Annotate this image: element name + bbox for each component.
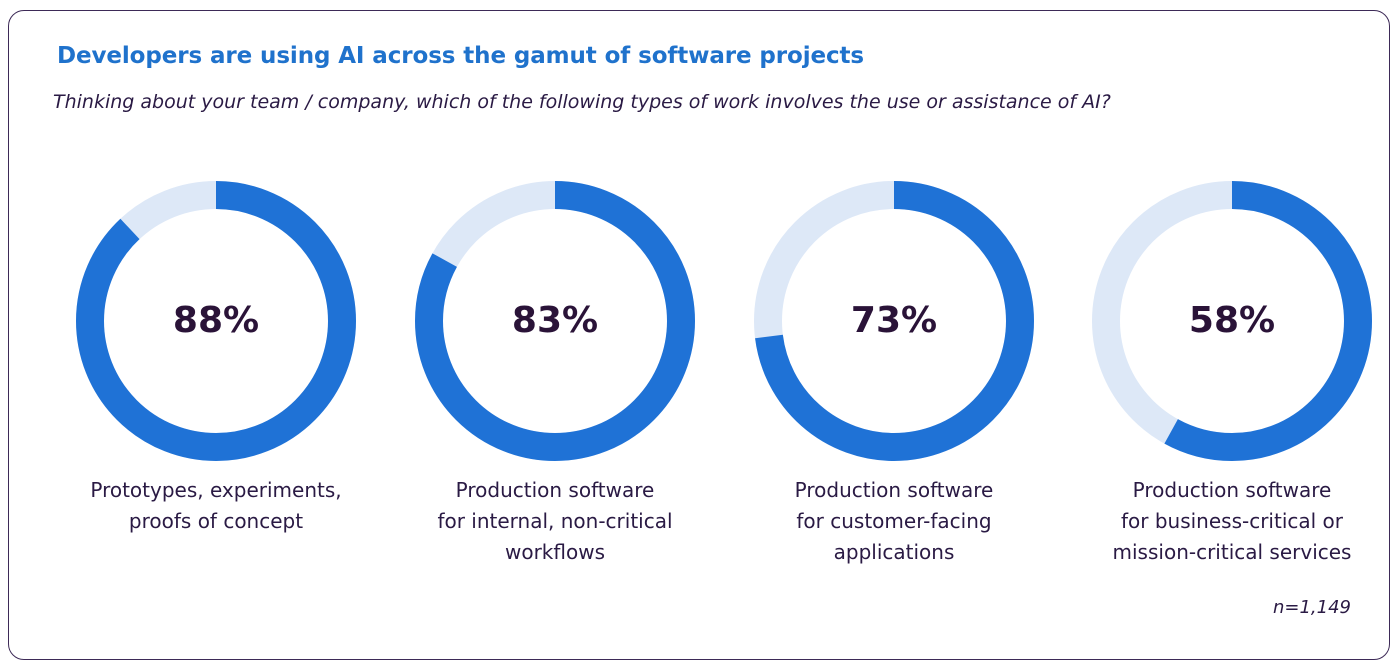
category-label-line: for business-critical or [1120,509,1344,533]
donut-category-label-3: Production software for customer-facing … [734,475,1054,568]
donut-svg-4 [1092,181,1372,461]
donut-chart-1: 88% [66,171,366,471]
donut-chart-4: 58% [1082,171,1382,471]
donut-category-label-2: Production software for internal, non-cr… [395,475,715,568]
category-label-line: workflows [504,540,605,564]
category-label-line: Production software [455,478,655,502]
category-label-line: for internal, non-critical [437,509,673,533]
chart-title: Developers are using AI across the gamut… [57,43,865,69]
donut-svg-3 [754,181,1034,461]
category-label-line: applications [833,540,955,564]
category-label-line: Production software [1132,478,1332,502]
donut-value-label-4: 58% [1188,300,1276,341]
category-label-line: proofs of concept [128,509,304,533]
sample-size-note: n=1,149 [1272,597,1351,618]
donut-category-label-1: Prototypes, experiments, proofs of conce… [56,475,376,537]
donut-category-label-4: Production software for business-critica… [1072,475,1392,568]
donut-value-label-3: 73% [850,300,938,341]
category-label-line: for customer-facing [796,509,992,533]
donut-chart-3: 73% [744,171,1044,471]
donut-svg-2 [415,181,695,461]
category-label-line: Prototypes, experiments, [90,478,342,502]
category-label-line: mission-critical services [1112,540,1352,564]
donut-value-label-1: 88% [172,300,260,341]
donut-filled-1 [76,181,356,461]
donut-filled-3 [754,181,1034,461]
chart-subtitle: Thinking about your team / company, whic… [53,91,1111,113]
chart-card: Developers are using AI across the gamut… [8,10,1390,660]
donut-filled-4 [1092,181,1372,461]
donut-filled-2 [415,181,695,461]
category-label-line: Production software [794,478,994,502]
donut-chart-2: 83% [405,171,705,471]
donut-value-label-2: 83% [511,300,599,341]
donut-svg-1 [76,181,356,461]
